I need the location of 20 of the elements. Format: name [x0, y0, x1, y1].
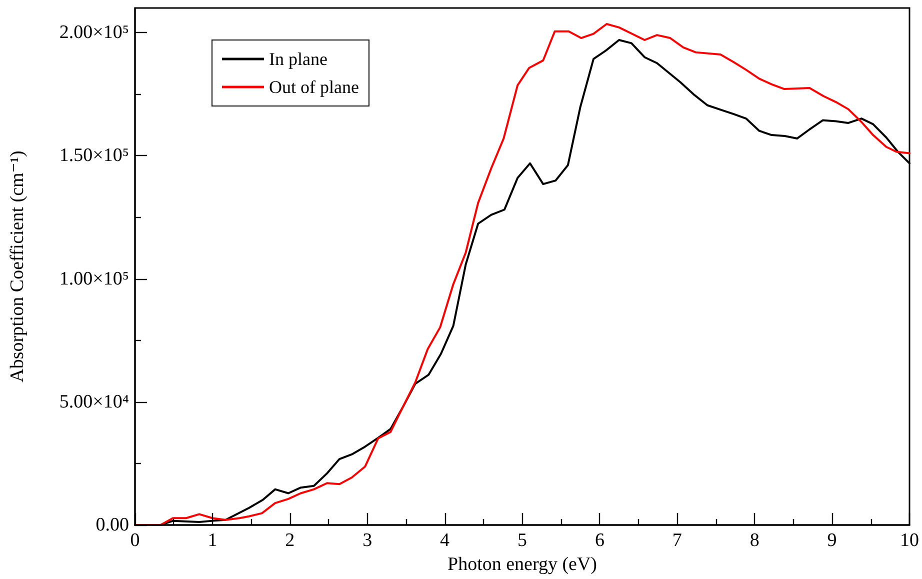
y-tick-label: 0.00 [96, 514, 129, 536]
x-tick-label: 1 [208, 530, 218, 551]
legend-label: In plane [269, 49, 328, 69]
x-tick-label: 6 [594, 530, 604, 551]
y-axis-title: Absorption Coefficient (cm⁻¹) [7, 150, 28, 382]
y-tick-label: 1.00×10⁵ [59, 268, 129, 290]
x-tick-label: 5 [518, 530, 527, 551]
y-tick-label: 5.00×10⁴ [59, 391, 130, 412]
x-tick-label: 2 [285, 530, 295, 551]
x-axis-title: Photon energy (eV) [447, 554, 598, 575]
x-tick-label: 7 [672, 530, 682, 551]
x-tick-label: 0 [130, 530, 140, 551]
y-tick-label: 1.50×10⁵ [59, 145, 129, 166]
x-tick-label: 3 [362, 530, 372, 551]
x-tick-label: 10 [900, 530, 919, 551]
x-tick-label: 4 [440, 530, 450, 551]
x-tick-label: 8 [750, 530, 760, 551]
x-tick-label: 9 [827, 530, 837, 551]
legend-label: Out of plane [269, 77, 359, 97]
y-tick-label: 2.00×10⁵ [59, 22, 129, 44]
